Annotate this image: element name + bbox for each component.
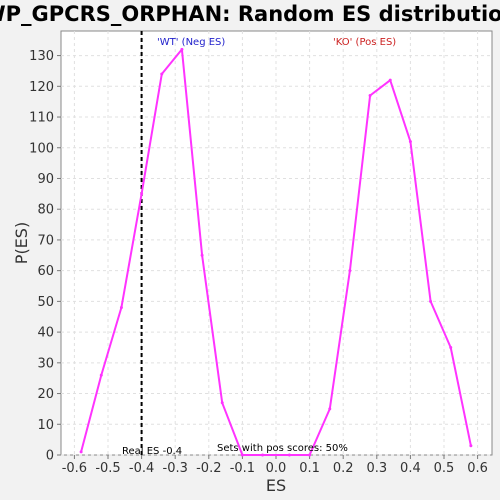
series-point [408,140,412,144]
x-tick-label: 0.4 [400,461,421,476]
x-tick-label: -0.5 [95,461,120,476]
wt-annotation: 'WT' (Neg ES) [157,37,225,48]
y-tick-label: 110 [29,111,54,126]
series-point [99,373,103,377]
series-point [308,453,312,457]
y-tick-label: 100 [29,141,54,156]
series-point [388,78,392,82]
x-tick-label: -0.3 [163,461,188,476]
series-point [261,453,265,457]
series-point [287,453,291,457]
x-tick-label: -0.4 [129,461,154,476]
y-axis-ticks: 0 10 20 30 40 50 60 70 80 90 100 110 120 130 [29,49,54,463]
x-tick-label: 0.1 [299,461,320,476]
y-tick-label: 90 [37,172,54,187]
x-tick-label: 0.6 [467,461,488,476]
y-tick-label: 30 [37,356,54,371]
series-point [180,47,184,51]
y-tick-label: 120 [29,80,54,95]
real-es-label: Real ES -0.4 [122,446,182,457]
series-point [240,453,244,457]
y-tick-label: 50 [37,295,54,310]
y-tick-label: 40 [37,326,54,341]
series-layer [79,47,473,457]
y-tick-label: 60 [37,264,54,279]
y-tick-label: 70 [37,233,54,248]
series-point [449,345,453,349]
series-point [119,306,123,310]
x-tick-label: 0.5 [434,461,455,476]
series-point [220,401,224,405]
y-tick-label: 80 [37,203,54,218]
series-point [469,444,473,448]
x-tick-label: -0.6 [62,461,87,476]
ko-annotation: 'KO' (Pos ES) [333,37,396,48]
y-axis-label: P(ES) [12,222,31,264]
x-tick-label: -0.1 [230,461,255,476]
y-tick-label: 0 [46,449,54,464]
series-point [200,253,204,257]
x-tick-label: 0.0 [266,461,287,476]
y-tick-label: 20 [37,387,54,402]
x-tick-label: 0.2 [333,461,354,476]
pos-scores-annotation: Sets with pos scores: 50% [217,443,348,454]
x-tick-label: 0.3 [366,461,387,476]
y-tick-label: 130 [29,49,54,64]
series-line [80,48,472,456]
series-point [140,192,144,196]
x-axis-label: ES [266,476,286,495]
chart-title: WP_GPCRS_ORPHAN: Random ES distribution [0,2,500,26]
x-tick-label: -0.2 [196,461,221,476]
series-point [160,72,164,76]
series-point [429,299,433,303]
series-point [79,450,83,454]
series-point [348,269,352,273]
series-point [368,94,372,98]
y-tick-label: 10 [37,418,54,433]
x-axis-ticks: -0.6 -0.5 -0.4 -0.3 -0.2 -0.1 0.0 0.1 0.2 0.3 0.4 0… [62,461,488,476]
series-point [328,407,332,411]
